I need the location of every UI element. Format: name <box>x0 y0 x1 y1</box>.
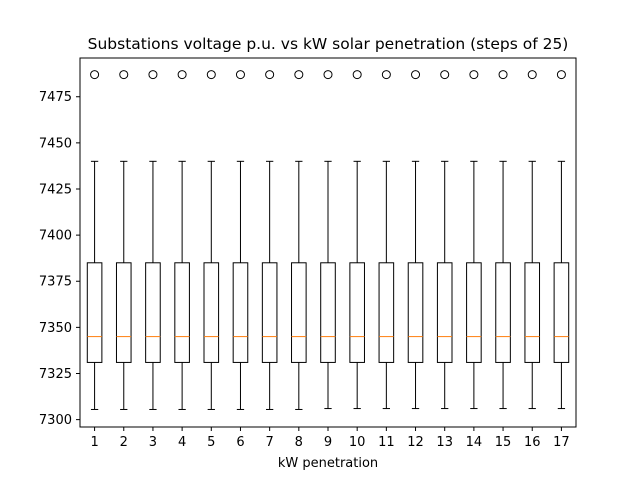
box-group-10 <box>349 70 365 410</box>
outlier-point <box>235 70 245 80</box>
box <box>349 262 365 363</box>
x-tick-label: 7 <box>266 435 274 450</box>
box <box>86 262 103 363</box>
x-tick-label: 11 <box>378 435 395 450</box>
outlier-point <box>177 70 187 80</box>
box <box>115 262 132 363</box>
box <box>495 262 511 363</box>
x-tick-label: 2 <box>120 435 128 450</box>
outlier-point <box>206 70 216 80</box>
box <box>553 262 570 363</box>
x-tick-label: 4 <box>178 435 186 450</box>
outlier-point <box>498 70 508 80</box>
outlier-point <box>411 70 421 80</box>
x-tick-label: 13 <box>436 435 453 450</box>
box <box>378 262 395 363</box>
x-tick-label: 9 <box>324 435 332 450</box>
box-group-8 <box>291 70 307 410</box>
box-group-17 <box>553 70 570 410</box>
outlier-point <box>381 70 391 80</box>
box-group-1 <box>86 70 103 410</box>
y-tick-label: 7400 <box>39 229 72 244</box>
y-tick-label: 7450 <box>39 136 72 151</box>
outlier-point <box>294 70 304 80</box>
outlier-point <box>148 70 158 80</box>
outlier-point <box>440 70 450 80</box>
outlier-point <box>119 70 129 80</box>
box <box>436 262 453 363</box>
box-group-6 <box>232 70 249 410</box>
y-tick-label: 7375 <box>39 275 72 290</box>
box-group-15 <box>495 70 511 410</box>
y-tick-label: 7475 <box>39 90 72 105</box>
x-tick-label: 3 <box>149 435 157 450</box>
box-group-4 <box>174 70 190 410</box>
y-tick-label: 7350 <box>39 321 72 336</box>
box-group-9 <box>320 70 336 410</box>
box <box>203 262 220 363</box>
box <box>145 262 161 363</box>
box <box>407 262 424 363</box>
x-tick-label: 10 <box>349 435 366 450</box>
x-tick-label: 17 <box>553 435 570 450</box>
box <box>466 262 482 363</box>
box-group-14 <box>466 70 482 410</box>
box-group-11 <box>378 70 395 410</box>
chart-title: Substations voltage p.u. vs kW solar pen… <box>88 35 569 53</box>
box <box>174 262 190 363</box>
plot-area <box>86 70 570 410</box>
outlier-point <box>469 70 479 80</box>
y-tick-label: 7300 <box>39 413 72 428</box>
outlier-point <box>323 70 333 80</box>
x-tick-label: 6 <box>236 435 244 450</box>
box <box>232 262 249 363</box>
box <box>524 262 541 363</box>
outlier-point <box>527 70 537 80</box>
box-group-13 <box>436 70 453 410</box>
outlier-point <box>352 70 362 80</box>
box <box>320 262 336 363</box>
box-group-5 <box>203 70 220 410</box>
box-group-12 <box>407 70 424 410</box>
x-axis-label: kW penetration <box>278 456 378 471</box>
box-group-7 <box>261 70 278 410</box>
outlier-point <box>90 70 100 80</box>
box-group-2 <box>115 70 132 410</box>
x-tick-label: 12 <box>407 435 424 450</box>
x-axis: 1 2 3 4 5 6 7 8 9 10 11 12 13 14 15 16 17 <box>90 427 570 450</box>
box-group-16 <box>524 70 541 410</box>
outlier-point <box>265 70 275 80</box>
x-tick-label: 15 <box>495 435 512 450</box>
x-tick-label: 1 <box>90 435 98 450</box>
box <box>261 262 278 363</box>
y-tick-label: 7325 <box>39 367 72 382</box>
x-tick-label: 14 <box>466 435 483 450</box>
x-tick-label: 8 <box>295 435 303 450</box>
box-group-3 <box>145 70 161 410</box>
x-tick-label: 16 <box>524 435 541 450</box>
y-tick-label: 7425 <box>39 182 72 197</box>
y-axis: 7300 7325 7350 7375 7400 7425 7450 7475 <box>39 90 80 428</box>
outlier-point <box>556 70 566 80</box>
x-tick-label: 5 <box>207 435 215 450</box>
box <box>291 262 307 363</box>
